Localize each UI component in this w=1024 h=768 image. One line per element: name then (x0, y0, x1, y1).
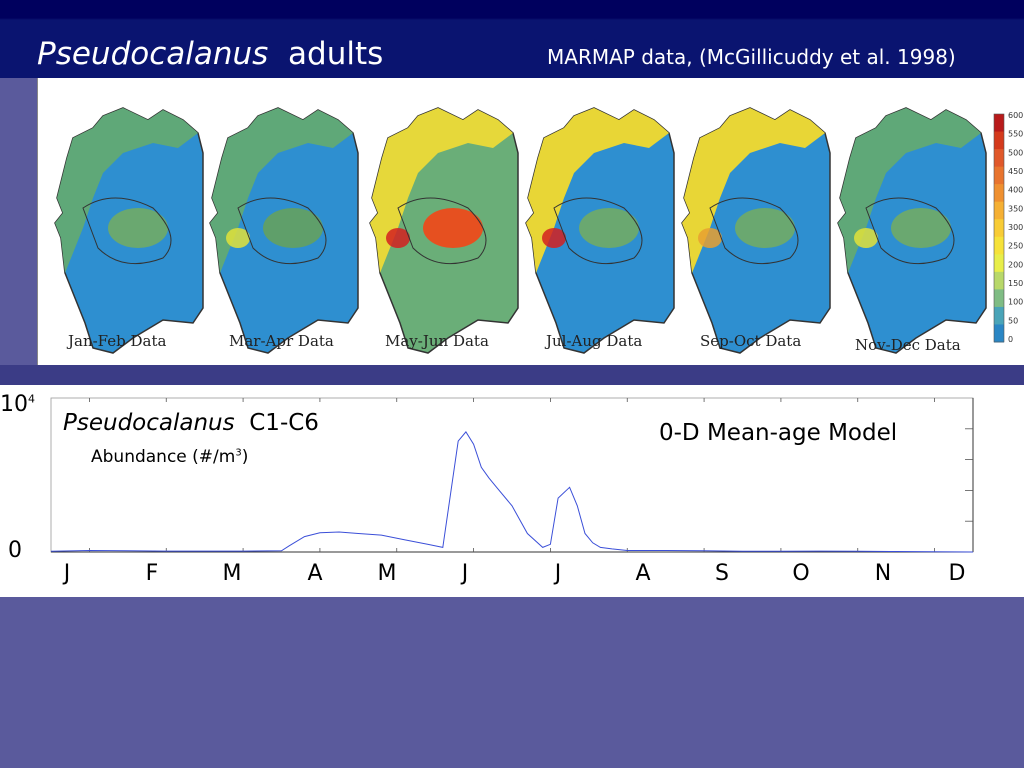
colorbar-segment (994, 306, 1004, 325)
month-label: J (460, 561, 469, 586)
map-label-1: Jan-Feb Data (68, 332, 167, 350)
colorbar-tick: 250 (1008, 242, 1023, 251)
month-label: D (949, 561, 966, 586)
month-label: J (553, 561, 562, 586)
colorbar-tick: 500 (1008, 148, 1023, 157)
month-label: F (146, 561, 159, 586)
colorbar-segment (994, 289, 1004, 308)
map-3 (369, 107, 519, 354)
colorbar-segment (994, 324, 1004, 343)
map-6 (837, 107, 987, 354)
map-label-5: Sep-Oct Data (700, 332, 802, 350)
map-coastal-zone (210, 108, 353, 273)
abundance-label: Abundance (#/m3) (91, 447, 248, 467)
map-5 (681, 107, 831, 354)
map-contour (865, 197, 955, 265)
month-label: A (307, 561, 322, 586)
colorbar-segment (994, 201, 1004, 220)
map-hotspot (386, 228, 410, 248)
colorbar-tick: 50 (1008, 316, 1018, 325)
y-tick-zero: 0 (8, 538, 22, 563)
month-label: J (62, 561, 71, 586)
colorbar-tick: 550 (1008, 130, 1023, 139)
month-label: M (223, 561, 242, 586)
colorbar-tick: 350 (1008, 204, 1023, 213)
separator-band (0, 365, 1024, 385)
colorbar-tick: 100 (1008, 298, 1023, 307)
y-tick-top-exp: 4 (28, 392, 35, 406)
colorbar-tick: 300 (1008, 223, 1023, 232)
map-hotspot (854, 228, 878, 248)
month-label: S (715, 561, 729, 586)
map-coastal-zone (682, 108, 825, 273)
map-hotspot (226, 228, 250, 248)
map-contour (397, 197, 487, 265)
map-contour (237, 197, 327, 265)
map-bank (735, 208, 795, 248)
month-label: N (875, 561, 891, 586)
map-bank (579, 208, 639, 248)
map-coastal-zone (526, 108, 669, 273)
colorbar-segment (994, 114, 1004, 133)
colorbar-segment (994, 184, 1004, 203)
map-hotspot (542, 228, 566, 248)
map-contour (709, 197, 799, 265)
abundance-close: ) (241, 447, 249, 467)
colorbar-frame (993, 113, 1005, 343)
map-bank (423, 208, 483, 248)
map-bank (108, 208, 168, 248)
y-tick-top: 104 (0, 392, 35, 417)
colorbar-tick: 150 (1008, 279, 1023, 288)
title-species: Pseudocalanus (37, 36, 269, 72)
colorbar-tick: 0 (1008, 335, 1013, 344)
colorbar-tick: 400 (1008, 186, 1023, 195)
abundance-series (50, 431, 974, 553)
maps-panel: 600 550 500 450 400 350 300 250 200 150 100 50 0 (37, 78, 1024, 365)
map-coastal-zone (55, 108, 198, 273)
map-label-3: May-Jun Data (385, 332, 489, 350)
map-4 (525, 107, 675, 354)
month-label: A (635, 561, 650, 586)
colorbar-segment (994, 271, 1004, 290)
colorbar-tick: 200 (1008, 260, 1023, 269)
abundance-text: Abundance (#/m (91, 447, 236, 467)
colorbar-segment (994, 131, 1004, 150)
colorbar-segment (994, 236, 1004, 255)
colorbar-segment (994, 149, 1004, 168)
map-label-6: Nov-Dec Data (855, 336, 961, 354)
map-hotspot (698, 228, 722, 248)
species-stage: C1-C6 (249, 410, 319, 436)
model-label: 0-D Mean-age Model (659, 420, 898, 446)
slide-title: Pseudocalanus adults (37, 36, 383, 72)
map-coastal-zone (370, 108, 513, 273)
map-contour (553, 197, 643, 265)
colorbar-tick: 600 (1008, 111, 1023, 120)
month-label: M (378, 561, 397, 586)
map-contour (82, 197, 172, 265)
y-tick-top-base: 10 (0, 392, 28, 417)
month-label: O (792, 561, 809, 586)
map-bank (891, 208, 951, 248)
species-name: Pseudocalanus (63, 410, 235, 436)
map-bank (263, 208, 323, 248)
chart-panel (0, 385, 1024, 597)
colorbar-tick: 450 (1008, 167, 1023, 176)
map-label-4: Jul-Aug Data (546, 332, 643, 350)
colorbar-segment (994, 166, 1004, 185)
title-bar (0, 0, 1024, 78)
map-label-2: Mar-Apr Data (229, 332, 334, 350)
title-stage: adults (288, 36, 384, 72)
map-coastal-zone (838, 108, 981, 273)
colorbar-segment (994, 219, 1004, 238)
species-label: Pseudocalanus C1-C6 (63, 410, 319, 436)
abundance-exp: 3 (235, 447, 242, 459)
colorbar-segment (994, 254, 1004, 273)
slide-source: MARMAP data, (McGillicuddy et al. 1998) (547, 45, 956, 69)
map-2 (209, 107, 359, 354)
map-1 (54, 107, 204, 354)
